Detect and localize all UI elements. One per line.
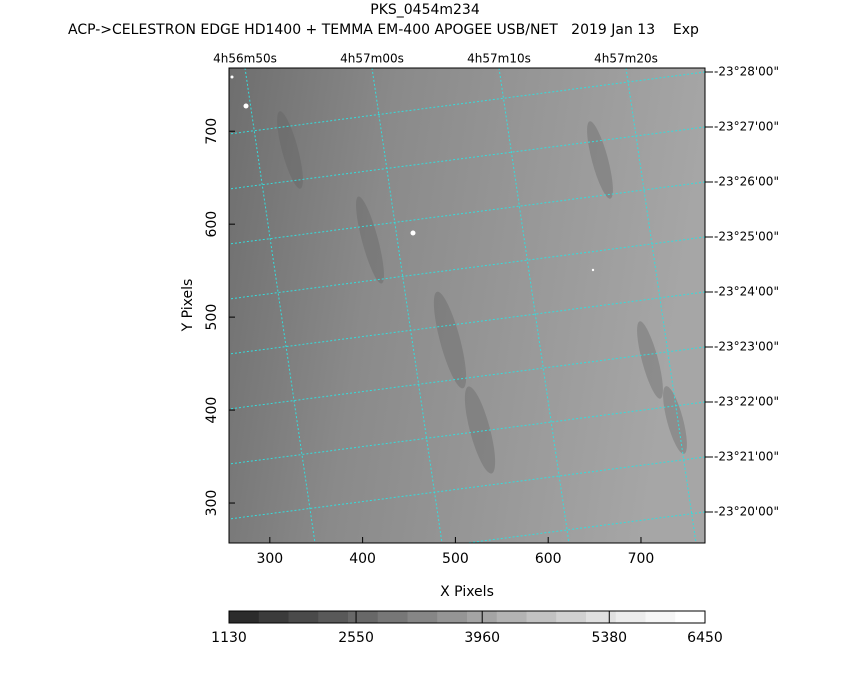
dec-grid-line (229, 71, 705, 135)
colorbar-segment (556, 611, 587, 623)
colorbar-segment (526, 611, 557, 623)
colorbar-segment (437, 611, 468, 623)
colorbar-segment (288, 611, 319, 623)
ra-label: 4h57m20s (594, 52, 658, 66)
x-tick-label: 600 (535, 551, 562, 567)
ra-grid-line (753, 68, 823, 543)
dec-grid-line (229, 291, 705, 355)
coordinate-grid (118, 68, 823, 543)
y-tick-label: 500 (204, 304, 220, 331)
ra-grid-line (625, 68, 697, 543)
colorbar-segment (615, 611, 646, 623)
colorbar-segment (258, 611, 289, 623)
colorbar-tick-label: 3960 (464, 630, 500, 646)
ra-label: 4h57m00s (340, 52, 404, 66)
image (118, 68, 823, 543)
dec-label: -23°24'00" (714, 285, 779, 299)
image-background (229, 68, 705, 543)
dec-label: -23°22'00" (714, 395, 779, 409)
dec-label: -23°26'00" (714, 175, 779, 189)
colorbar-segment (586, 611, 617, 623)
plot-frame (228, 67, 706, 544)
y-tick-label: 600 (204, 211, 220, 238)
colorbar-tick-label: 5380 (591, 630, 627, 646)
ra-label: 4h56m50s (213, 52, 277, 66)
colorbar-tick-label: 2550 (338, 630, 374, 646)
dec-grid-line (229, 401, 705, 465)
ra-grid-line (118, 68, 188, 543)
dec-label: -23°25'00" (714, 230, 779, 244)
dec-grid-line (229, 456, 705, 520)
dec-label: -23°27'00" (714, 120, 779, 134)
y-tick-label: 700 (204, 118, 220, 145)
x-tick-label: 700 (628, 551, 655, 567)
colorbar-tick-label: 1130 (211, 630, 247, 646)
chart-subtitle: ACP->CELESTRON EDGE HD1400 + TEMMA EM-40… (68, 22, 699, 38)
ra-grid-line (371, 68, 443, 543)
colorbar-segment (348, 611, 379, 623)
y-axis-label: Y Pixels (180, 279, 196, 333)
x-tick-label: 400 (349, 551, 376, 567)
dec-grid-line (229, 181, 705, 245)
colorbar-segment (377, 611, 408, 623)
dec-grid-line (229, 346, 705, 410)
ra-grid-line (498, 68, 570, 543)
colorbar-segment (407, 611, 438, 623)
colorbar-segment (318, 611, 349, 623)
colorbar-segment (675, 611, 706, 623)
x-axis-label: X Pixels (440, 584, 494, 600)
dec-grid-line (229, 126, 705, 190)
ra-grid-line (244, 68, 316, 543)
colorbar-segment (229, 611, 260, 623)
dec-label: -23°20'00" (714, 505, 779, 519)
x-tick-label: 300 (256, 551, 283, 567)
x-tick-label: 500 (442, 551, 469, 567)
stars (230, 75, 595, 272)
dec-label: -23°23'00" (714, 340, 779, 354)
chart-title: PKS_0454m234 (370, 2, 480, 18)
colorbar-tick-label: 6450 (687, 630, 723, 646)
dec-label: -23°28'00" (714, 65, 779, 79)
colorbar-segment (496, 611, 527, 623)
dec-grid-line (463, 511, 705, 543)
colorbar-segment (645, 611, 676, 623)
dec-label: -23°21'00" (714, 450, 779, 464)
ra-label: 4h57m10s (467, 52, 531, 66)
image-artifacts (277, 111, 687, 474)
dec-grid-line (229, 236, 705, 300)
y-tick-label: 300 (204, 490, 220, 517)
y-tick-label: 400 (204, 397, 220, 424)
